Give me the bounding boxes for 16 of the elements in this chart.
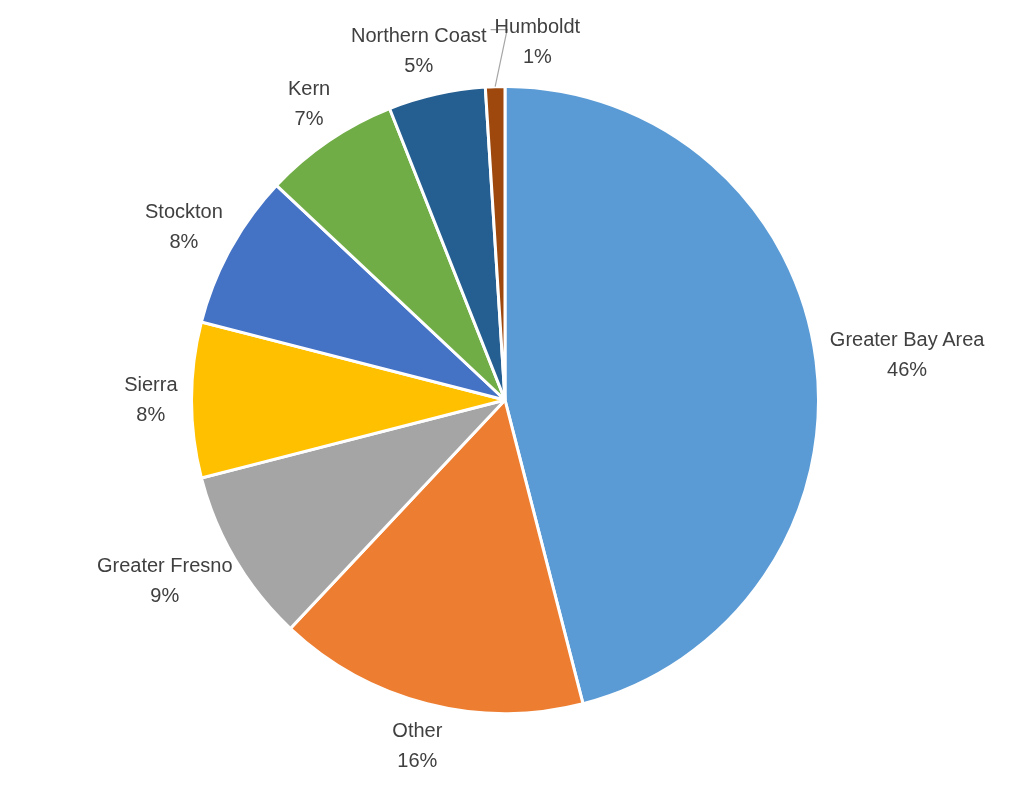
data-label: 8% xyxy=(169,230,199,253)
slice-label: Greater Bay Area xyxy=(829,327,986,350)
slice-label: Stockton xyxy=(145,200,223,223)
slice-label: Northern Coast xyxy=(350,23,488,46)
data-label: 8% xyxy=(136,402,166,425)
data-label: 7% xyxy=(294,106,324,129)
data-label: 5% xyxy=(404,53,434,76)
data-label: 9% xyxy=(150,584,180,607)
slice-label: Other xyxy=(392,718,443,741)
slice-label: Sierra xyxy=(124,372,179,395)
data-label: 1% xyxy=(522,45,553,68)
data-label: 46% xyxy=(887,357,928,380)
slice-label: Humboldt xyxy=(494,15,581,38)
slice-label: Greater Fresno xyxy=(96,554,233,577)
slice-label: Kern xyxy=(287,76,331,99)
data-label: 16% xyxy=(397,748,438,771)
